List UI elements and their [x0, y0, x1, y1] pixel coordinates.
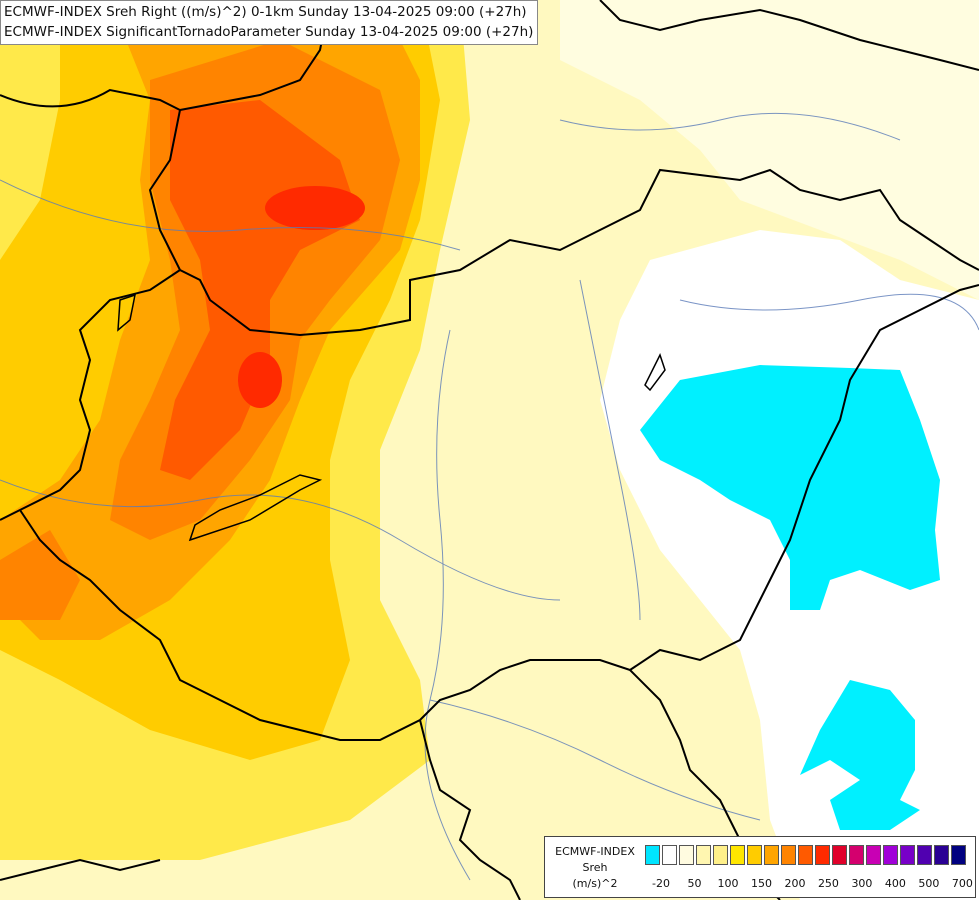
legend-swatch	[951, 845, 966, 865]
legend-tick-label: 300	[851, 877, 873, 890]
orange-spot-southwest	[0, 530, 80, 620]
legend-swatch	[832, 845, 847, 865]
red-spot-north	[265, 186, 365, 230]
title-line-stp: ECMWF-INDEX SignificantTornadoParameter …	[4, 24, 534, 40]
map-title-box: ECMWF-INDEX Sreh Right ((m/s)^2) 0-1km S…	[0, 0, 539, 45]
cyan-region-east	[640, 365, 940, 610]
legend-swatch	[764, 845, 779, 865]
legend-title: ECMWF-INDEX	[555, 845, 635, 858]
legend-tick-label: 50	[687, 877, 702, 890]
legend-swatch	[713, 845, 728, 865]
pale-field	[560, 0, 979, 300]
legend-tick-label: 100	[717, 877, 739, 890]
legend-swatch	[866, 845, 881, 865]
legend-variable: Sreh	[582, 861, 608, 874]
legend-swatch	[917, 845, 932, 865]
legend-swatch	[679, 845, 694, 865]
legend-swatch	[849, 845, 864, 865]
legend-tick-label: -20	[652, 877, 670, 890]
legend-tick-label: 500	[918, 877, 940, 890]
title-line-srh: ECMWF-INDEX Sreh Right ((m/s)^2) 0-1km S…	[4, 4, 527, 20]
legend-swatch	[900, 845, 915, 865]
legend-tick-label: 700	[951, 877, 973, 890]
legend-swatch	[781, 845, 796, 865]
legend-swatch	[934, 845, 949, 865]
legend-tick-label: 200	[784, 877, 806, 890]
legend-swatch	[662, 845, 677, 865]
legend-swatch	[696, 845, 711, 865]
red-spot-south	[238, 352, 282, 408]
cyan-region-southeast	[800, 680, 920, 830]
legend-tick-label: 250	[817, 877, 839, 890]
legend-tick-label: 400	[884, 877, 906, 890]
legend-swatch	[747, 845, 762, 865]
legend-swatch	[798, 845, 813, 865]
color-legend: ECMWF-INDEX Sreh (m/s)^2 -20 50 100 150 200 2…	[544, 836, 976, 898]
legend-swatch	[883, 845, 898, 865]
lakes	[117, 293, 666, 542]
legend-swatch	[645, 845, 660, 865]
rivers	[0, 112, 979, 881]
legend-tick-label: 150	[750, 877, 772, 890]
legend-swatch	[730, 845, 745, 865]
legend-units: (m/s)^2	[572, 877, 618, 890]
legend-swatch	[815, 845, 830, 865]
